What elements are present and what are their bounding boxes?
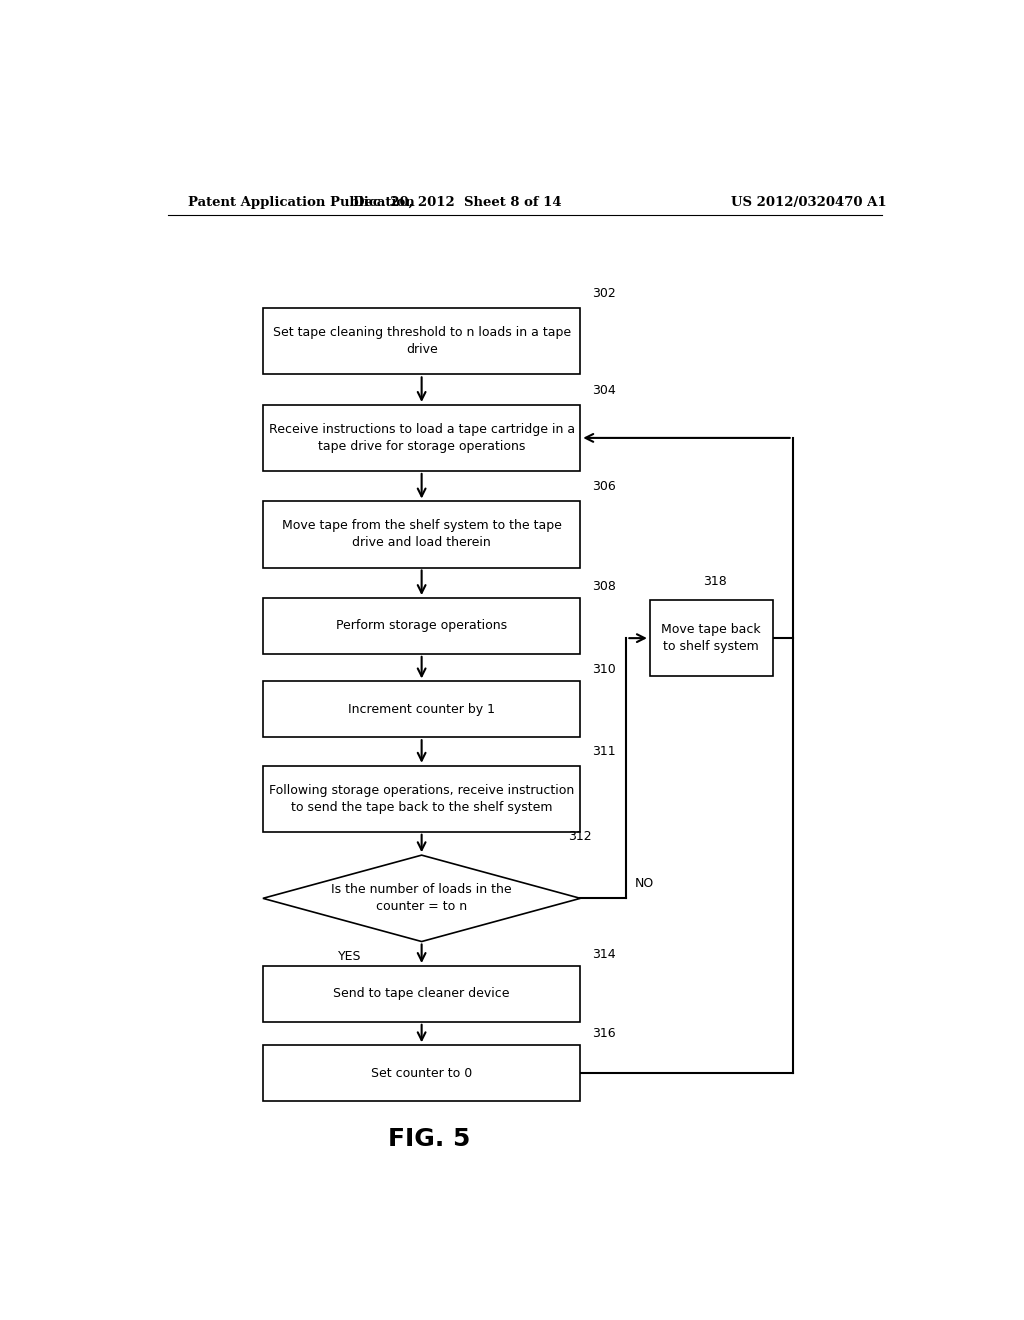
Text: Set counter to 0: Set counter to 0 (371, 1067, 472, 1080)
Text: 316: 316 (592, 1027, 615, 1040)
FancyBboxPatch shape (263, 309, 581, 375)
FancyBboxPatch shape (263, 1045, 581, 1101)
Text: 318: 318 (703, 574, 727, 587)
Text: Perform storage operations: Perform storage operations (336, 619, 507, 632)
Text: Dec. 20, 2012  Sheet 8 of 14: Dec. 20, 2012 Sheet 8 of 14 (353, 195, 561, 209)
FancyBboxPatch shape (263, 766, 581, 832)
FancyBboxPatch shape (263, 681, 581, 738)
Text: Set tape cleaning threshold to n loads in a tape
drive: Set tape cleaning threshold to n loads i… (272, 326, 570, 356)
Text: Move tape from the shelf system to the tape
drive and load therein: Move tape from the shelf system to the t… (282, 520, 561, 549)
Text: Is the number of loads in the
counter = to n: Is the number of loads in the counter = … (332, 883, 512, 913)
Text: 306: 306 (592, 480, 616, 494)
FancyBboxPatch shape (650, 601, 773, 676)
Text: 312: 312 (568, 830, 592, 843)
FancyBboxPatch shape (263, 405, 581, 471)
Text: US 2012/0320470 A1: US 2012/0320470 A1 (731, 195, 887, 209)
FancyBboxPatch shape (263, 598, 581, 653)
Text: Increment counter by 1: Increment counter by 1 (348, 702, 496, 715)
Text: Receive instructions to load a tape cartridge in a
tape drive for storage operat: Receive instructions to load a tape cart… (268, 422, 574, 453)
Text: 302: 302 (592, 288, 616, 300)
Text: NO: NO (634, 878, 653, 890)
Text: YES: YES (339, 949, 361, 962)
Text: Move tape back
to shelf system: Move tape back to shelf system (662, 623, 761, 653)
FancyBboxPatch shape (263, 502, 581, 568)
Text: FIG. 5: FIG. 5 (388, 1127, 471, 1151)
Text: 310: 310 (592, 663, 616, 676)
Text: Following storage operations, receive instruction
to send the tape back to the s: Following storage operations, receive in… (269, 784, 574, 813)
Text: 311: 311 (592, 744, 615, 758)
Text: 304: 304 (592, 384, 616, 397)
Text: 314: 314 (592, 948, 615, 961)
Text: 308: 308 (592, 579, 616, 593)
Text: Send to tape cleaner device: Send to tape cleaner device (334, 987, 510, 1001)
Text: Patent Application Publication: Patent Application Publication (187, 195, 415, 209)
Polygon shape (263, 855, 581, 941)
FancyBboxPatch shape (263, 966, 581, 1022)
